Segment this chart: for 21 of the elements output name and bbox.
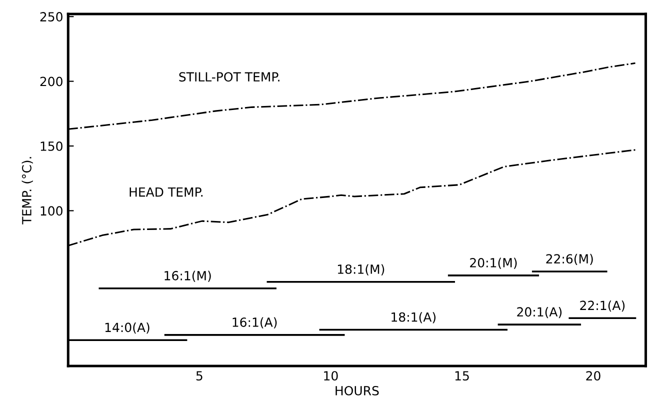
y-tick-label: 250 (40, 12, 62, 22)
series-label: 16:1(A) (232, 317, 277, 328)
series-label: 22:6(M) (546, 254, 593, 266)
x-axis-title: HOURS (336, 386, 379, 396)
series-label: 14:0(A) (105, 322, 150, 334)
series-label: 20:1(A) (517, 306, 562, 318)
y-tick-label: 200 (40, 76, 62, 86)
series-label: 18:1(A) (392, 312, 436, 324)
x-tick-label: 15 (455, 371, 469, 381)
x-tick-label: 20 (586, 371, 600, 381)
series-label: 20:1(M) (470, 258, 517, 269)
x-tick-label: 5 (196, 371, 202, 381)
series-label: 22:1(A) (580, 300, 625, 312)
x-tick-label: 10 (324, 371, 338, 381)
y-axis-title: TEMP. (°C). (22, 157, 33, 224)
series-label: 18:1(M) (338, 264, 384, 276)
series-label: 16:1(M) (164, 270, 211, 282)
series-label: STILL-POT TEMP. (179, 72, 280, 82)
series-label: HEAD TEMP. (130, 187, 203, 197)
y-tick-label: 100 (40, 206, 62, 216)
y-tick-label: 150 (40, 141, 62, 151)
